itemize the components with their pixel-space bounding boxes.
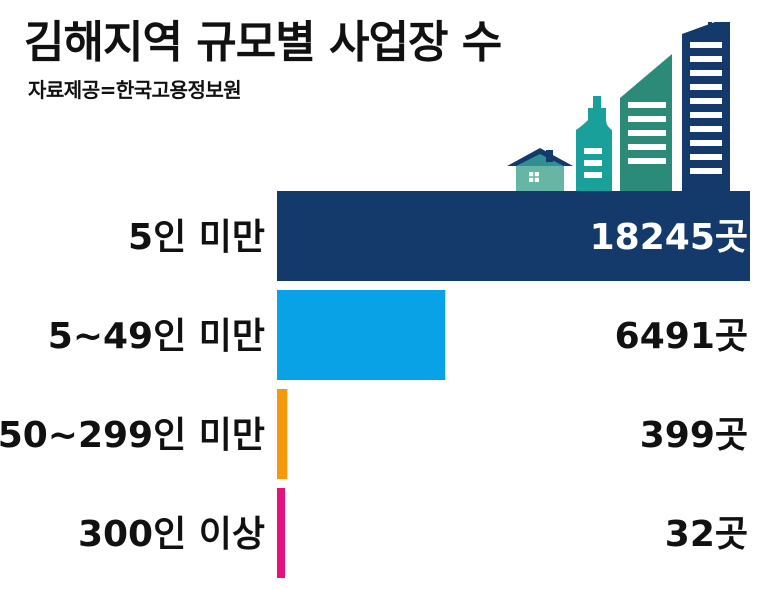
chart-title: 김해지역 규모별 사업장 수: [24, 17, 502, 68]
category-label-0: 5인 미만: [128, 217, 265, 258]
category-label-2: 50~299인 미만: [0, 415, 265, 456]
bar-2: [277, 389, 288, 479]
bar-1: [277, 290, 446, 380]
value-label-2: 399곳: [640, 415, 748, 456]
buildings-illustration: [507, 22, 730, 191]
value-label-1: 6491곳: [615, 316, 748, 357]
category-label-1: 5~49인 미만: [48, 316, 265, 357]
bar-0: [277, 191, 750, 281]
value-label-0: 18245곳: [590, 217, 748, 258]
bar-3: [277, 488, 285, 578]
category-label-3: 300인 이상: [78, 514, 265, 555]
value-label-3: 32곳: [665, 514, 748, 555]
chart-source: 자료제공=한국고용정보원: [28, 78, 242, 102]
